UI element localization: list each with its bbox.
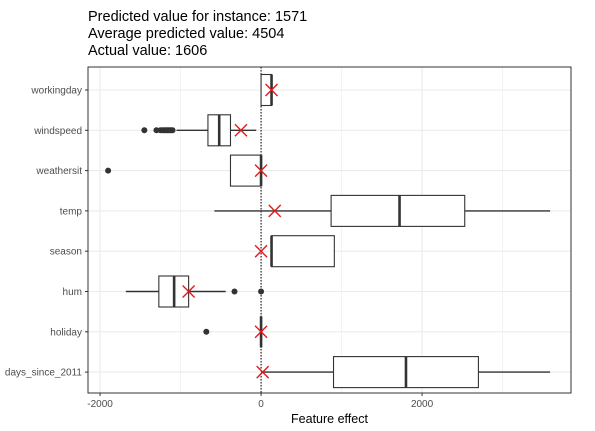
- instance-effect-marker-stroke: [234, 123, 248, 137]
- y-tick-label: days_since_2011: [5, 368, 83, 379]
- chart-title-line-2: Average predicted value: 4504: [88, 26, 285, 42]
- y-tick-label: weathersit: [35, 166, 82, 177]
- outlier-point: [231, 288, 238, 295]
- x-axis-title: Feature effect: [291, 412, 368, 426]
- instance-effect-marker-stroke: [256, 365, 270, 379]
- instance-effect-marker: [268, 204, 282, 218]
- outlier-point: [258, 288, 265, 295]
- instance-effect-marker: [182, 285, 196, 298]
- instance-effect-marker-stroke: [254, 244, 268, 258]
- instance-effect-marker: [265, 83, 279, 97]
- box-iqr: [270, 235, 335, 268]
- instance-effect-marker-stroke: [268, 204, 282, 218]
- plot-panel-border: [87, 66, 572, 394]
- instance-effect-marker: [254, 244, 268, 258]
- instance-effect-marker: [234, 123, 248, 137]
- instance-effect-marker-stroke: [182, 285, 196, 298]
- y-tick-label: workingday: [30, 86, 82, 97]
- outlier-point: [203, 328, 210, 335]
- instance-effect-marker: [254, 164, 268, 178]
- y-tick-label: season: [50, 247, 82, 258]
- instance-effect-marker: [256, 365, 270, 379]
- instance-effect-marker: [254, 325, 268, 339]
- outlier-point: [169, 127, 176, 134]
- outlier-point: [141, 127, 148, 134]
- box-iqr: [330, 194, 466, 227]
- instance-effect-marker-stroke: [254, 164, 268, 178]
- y-tick-label: holiday: [50, 327, 82, 338]
- plot-panel: [88, 67, 571, 393]
- chart-title-line-3: Actual value: 1606: [88, 43, 208, 59]
- box-iqr: [229, 154, 262, 187]
- instance-effect-marker-stroke: [265, 83, 279, 97]
- y-tick-label: hum: [63, 287, 82, 298]
- x-tick-label: 2000: [411, 399, 434, 410]
- instance-effect-marker-stroke: [254, 325, 268, 339]
- chart-title-line-1: Predicted value for instance: 1571: [88, 9, 308, 25]
- y-tick-label: temp: [60, 206, 83, 217]
- x-tick-label: 0: [258, 399, 264, 410]
- outlier-point: [105, 167, 112, 174]
- box-iqr: [260, 73, 273, 107]
- x-tick-label: -2000: [87, 399, 113, 410]
- y-tick-label: windspeed: [33, 126, 82, 137]
